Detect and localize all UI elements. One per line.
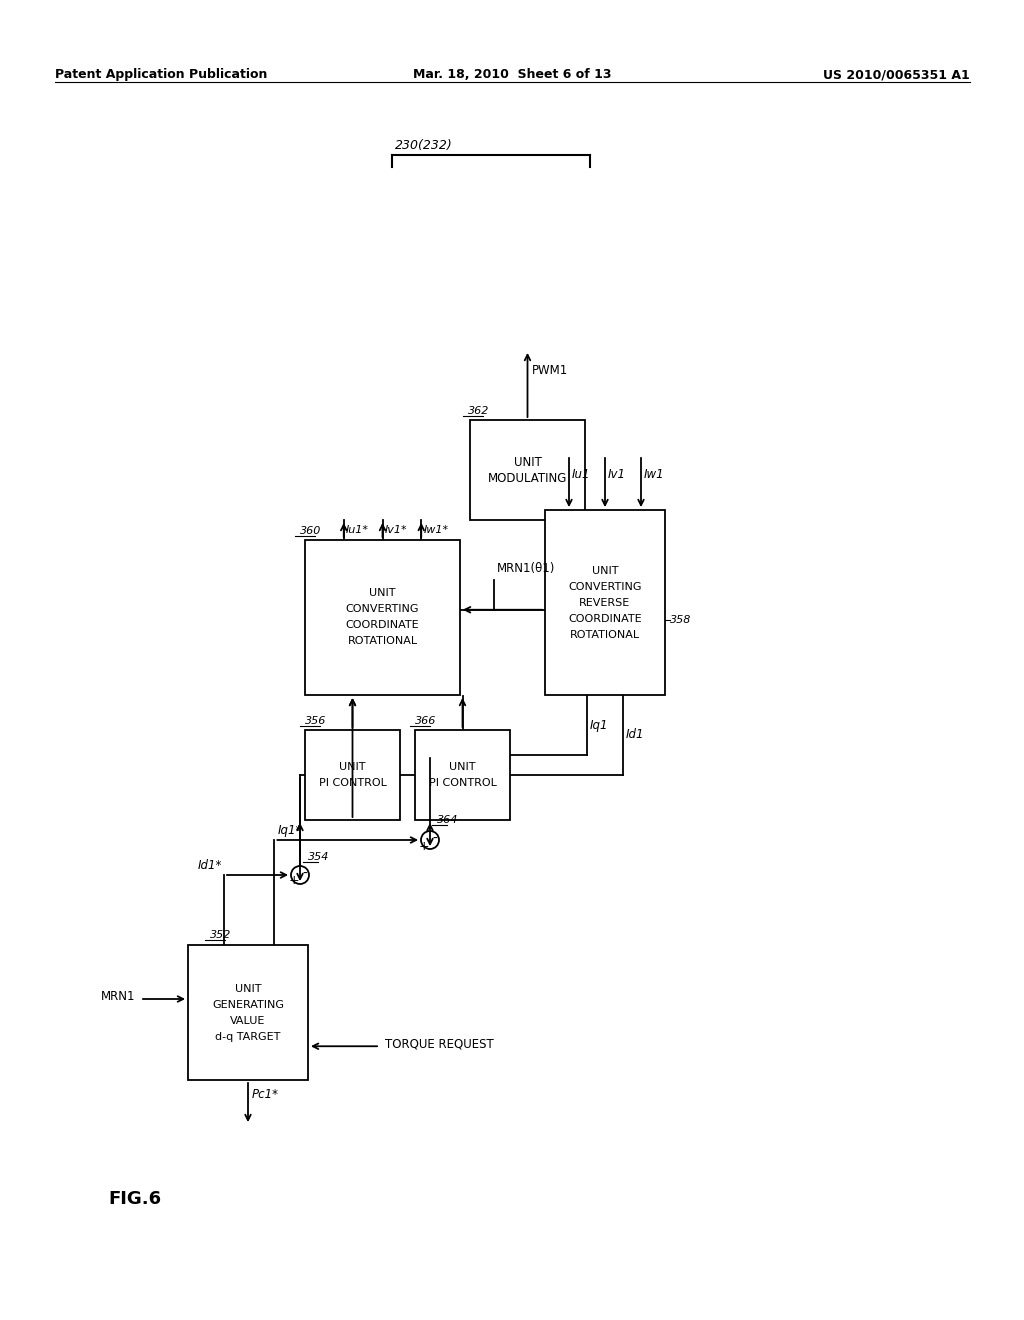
Text: 362: 362 xyxy=(468,407,489,416)
Text: Iq1*: Iq1* xyxy=(278,824,302,837)
Text: 356: 356 xyxy=(305,715,327,726)
Text: COORDINATE: COORDINATE xyxy=(568,614,642,623)
Text: 352: 352 xyxy=(210,931,231,940)
Text: COORDINATE: COORDINATE xyxy=(346,620,419,631)
Text: PWM1: PWM1 xyxy=(531,363,567,376)
Text: Iw1: Iw1 xyxy=(644,469,665,482)
Text: FIG.6: FIG.6 xyxy=(108,1191,161,1208)
Text: UNIT: UNIT xyxy=(339,762,366,772)
Text: Iv1*: Iv1* xyxy=(384,525,408,535)
Text: Iu1: Iu1 xyxy=(572,469,591,482)
Text: Id1: Id1 xyxy=(626,729,644,742)
Text: 360: 360 xyxy=(300,525,322,536)
Text: Patent Application Publication: Patent Application Publication xyxy=(55,69,267,81)
Text: d-q TARGET: d-q TARGET xyxy=(215,1031,281,1041)
Text: Iw1*: Iw1* xyxy=(423,525,449,535)
Text: +: + xyxy=(419,840,429,853)
Text: UNIT: UNIT xyxy=(234,983,261,994)
Text: -: - xyxy=(302,867,307,880)
Text: ROTATIONAL: ROTATIONAL xyxy=(347,636,418,647)
Bar xyxy=(188,945,308,1080)
Bar xyxy=(415,730,510,820)
Text: Iv1: Iv1 xyxy=(608,469,626,482)
Bar xyxy=(305,540,460,696)
Text: 358: 358 xyxy=(670,615,691,624)
Text: ROTATIONAL: ROTATIONAL xyxy=(570,630,640,639)
Text: 364: 364 xyxy=(437,814,459,825)
Text: UNIT: UNIT xyxy=(592,565,618,576)
Text: VALUE: VALUE xyxy=(230,1015,265,1026)
Bar xyxy=(545,510,665,696)
Bar xyxy=(305,730,400,820)
Circle shape xyxy=(421,832,439,849)
Text: US 2010/0065351 A1: US 2010/0065351 A1 xyxy=(823,69,970,81)
Text: UNIT: UNIT xyxy=(514,455,542,469)
Text: +: + xyxy=(289,874,299,887)
Text: MRN1: MRN1 xyxy=(100,990,135,1003)
Text: Pc1*: Pc1* xyxy=(252,1089,279,1101)
Text: TORQUE REQUEST: TORQUE REQUEST xyxy=(385,1038,494,1051)
Text: 230(232): 230(232) xyxy=(395,139,453,152)
Text: UNIT: UNIT xyxy=(370,589,395,598)
Text: Iu1*: Iu1* xyxy=(346,525,369,535)
Text: REVERSE: REVERSE xyxy=(580,598,631,607)
Text: MRN1(θ1): MRN1(θ1) xyxy=(497,562,555,574)
Text: Id1*: Id1* xyxy=(198,859,222,873)
Circle shape xyxy=(291,866,309,884)
Text: UNIT: UNIT xyxy=(450,762,476,772)
Text: 366: 366 xyxy=(415,715,436,726)
Text: GENERATING: GENERATING xyxy=(212,999,284,1010)
Text: PI CONTROL: PI CONTROL xyxy=(318,777,386,788)
Text: PI CONTROL: PI CONTROL xyxy=(429,777,497,788)
Bar xyxy=(470,420,585,520)
Text: CONVERTING: CONVERTING xyxy=(346,605,419,615)
Text: MODULATING: MODULATING xyxy=(487,471,567,484)
Text: -: - xyxy=(432,832,437,846)
Text: Mar. 18, 2010  Sheet 6 of 13: Mar. 18, 2010 Sheet 6 of 13 xyxy=(413,69,611,81)
Text: CONVERTING: CONVERTING xyxy=(568,582,642,591)
Text: Iq1: Iq1 xyxy=(590,718,608,731)
Text: 354: 354 xyxy=(308,851,330,862)
